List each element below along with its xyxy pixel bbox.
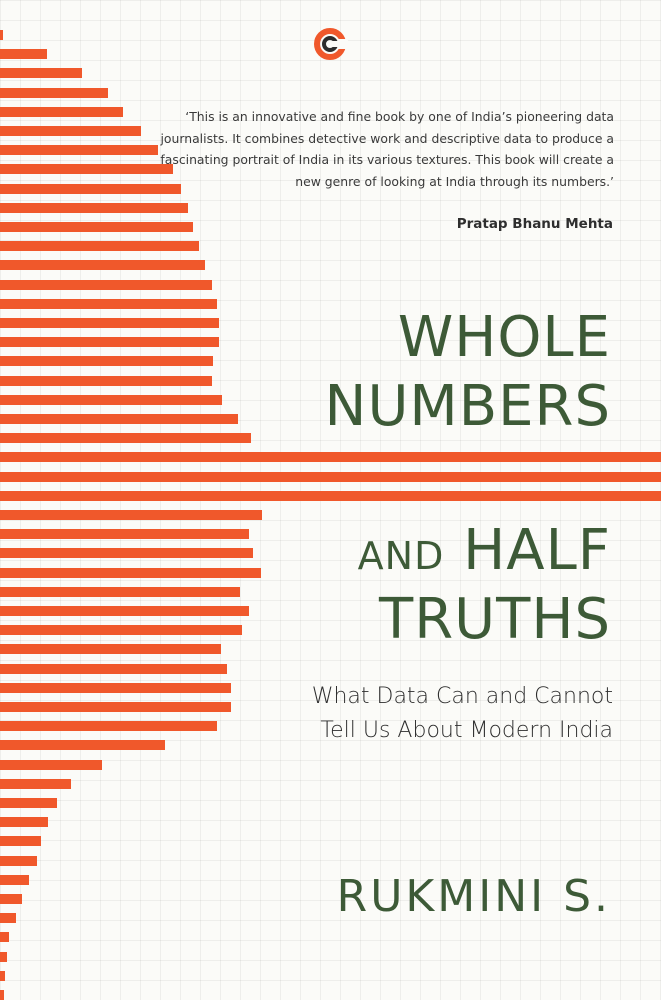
bar-2 [0, 49, 47, 59]
bar-26 [0, 510, 262, 520]
bar-37 [0, 721, 217, 731]
bar-36 [0, 702, 231, 712]
bar-21 [0, 414, 238, 424]
bar-11 [0, 222, 193, 232]
bar-17 [0, 337, 219, 347]
bar-1 [0, 30, 3, 40]
bar-7 [0, 145, 158, 155]
bar-22 [0, 433, 251, 443]
bar-49 [0, 952, 7, 962]
title-line-2: NUMBERS [324, 374, 611, 439]
bar-47 [0, 913, 16, 923]
bar-10 [0, 203, 188, 213]
bar-43 [0, 836, 41, 846]
bar-32 [0, 625, 242, 635]
bar-31 [0, 606, 249, 616]
bar-33 [0, 644, 221, 654]
bar-42 [0, 817, 48, 827]
bar-4 [0, 88, 108, 98]
bar-6 [0, 126, 141, 136]
bar-30 [0, 587, 240, 597]
endorsement-quote: ‘This is an innovative and fine book by … [160, 109, 614, 189]
title-line-1: WHOLE [397, 305, 611, 370]
bar-14 [0, 280, 212, 290]
subtitle: What Data Can and Cannot Tell Us About M… [312, 680, 613, 748]
bar-38 [0, 740, 165, 750]
bar-15 [0, 299, 217, 309]
bar-24 [0, 472, 661, 482]
bar-29 [0, 568, 261, 578]
bar-39 [0, 760, 102, 770]
bar-13 [0, 260, 205, 270]
bar-27 [0, 529, 249, 539]
bar-5 [0, 107, 123, 117]
bar-28 [0, 548, 253, 558]
bar-18 [0, 356, 213, 366]
bar-9 [0, 184, 181, 194]
bar-46 [0, 894, 22, 904]
title-word-and: AND [357, 534, 445, 578]
bar-34 [0, 664, 227, 674]
bar-44 [0, 856, 37, 866]
bar-41 [0, 798, 57, 808]
title-line-4: TRUTHS [379, 587, 611, 652]
title-line-3: AND HALF [358, 523, 611, 579]
bar-48 [0, 932, 9, 942]
bar-35 [0, 683, 231, 693]
bar-45 [0, 875, 29, 885]
author-name: RUKMINI S. [336, 871, 611, 922]
bar-50 [0, 971, 5, 981]
publisher-logo [312, 26, 348, 62]
bar-25 [0, 491, 661, 501]
bar-23 [0, 452, 661, 462]
subtitle-line-2: Tell Us About Modern India [320, 718, 613, 743]
bar-3 [0, 68, 82, 78]
bar-20 [0, 395, 222, 405]
bar-12 [0, 241, 199, 251]
title-word-half: HALF [463, 518, 611, 583]
bar-19 [0, 376, 212, 386]
bar-51 [0, 990, 4, 1000]
bar-40 [0, 779, 71, 789]
subtitle-line-1: What Data Can and Cannot [311, 684, 613, 709]
quote-attribution: Pratap Bhanu Mehta [456, 216, 613, 232]
bar-8 [0, 164, 173, 174]
bar-16 [0, 318, 219, 328]
